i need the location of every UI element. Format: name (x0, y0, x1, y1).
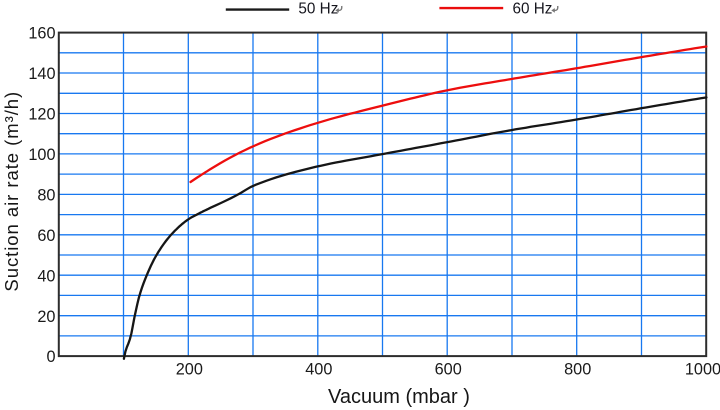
svg-text:Vacuum (mbar ): Vacuum (mbar ) (328, 386, 470, 408)
svg-text:0: 0 (46, 348, 55, 366)
svg-text:800: 800 (564, 360, 591, 378)
svg-text:Suction air rate (m³/h): Suction air rate (m³/h) (1, 91, 22, 292)
svg-text:140: 140 (28, 65, 55, 83)
svg-text:1000: 1000 (685, 360, 720, 378)
svg-text:20: 20 (37, 308, 55, 326)
svg-text:40: 40 (37, 267, 55, 285)
svg-text:400: 400 (305, 360, 332, 378)
svg-text:60 Hz: 60 Hz (513, 0, 553, 17)
svg-text:80: 80 (37, 187, 55, 205)
svg-text:200: 200 (176, 360, 203, 378)
svg-text:50 Hz: 50 Hz (298, 0, 338, 17)
svg-text:60: 60 (37, 227, 55, 245)
svg-text:600: 600 (435, 360, 462, 378)
svg-text:100: 100 (28, 146, 55, 164)
svg-text:120: 120 (28, 106, 55, 124)
svg-text:160: 160 (28, 25, 55, 43)
